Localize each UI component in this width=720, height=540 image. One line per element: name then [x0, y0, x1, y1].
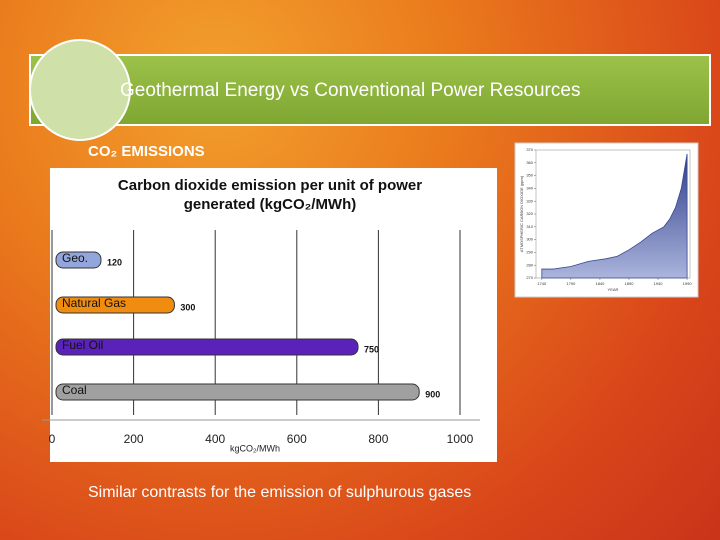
x-tick-label: 800 [368, 432, 388, 446]
value-label: 300 [180, 302, 195, 312]
x-tick-label: 1790 [566, 281, 576, 286]
chart-panel [50, 168, 497, 462]
bar [55, 338, 359, 356]
category-label: Geo. [62, 251, 88, 265]
y-tick-label: 300 [526, 237, 533, 242]
y-tick-label: 280 [526, 262, 533, 267]
x-tick-label: 600 [287, 432, 307, 446]
chart-title: Carbon dioxide emission per unit of powe… [117, 177, 423, 213]
category-label: Natural Gas [62, 296, 126, 310]
x-tick-label: 200 [124, 432, 144, 446]
bar [55, 251, 102, 269]
bar [55, 383, 420, 401]
y-tick-label: 310 [526, 224, 533, 229]
value-label: 900 [425, 389, 440, 399]
x-tick-label: 400 [205, 432, 225, 446]
y-axis-label: ATMOSPHERIC CARBON DIOXIDE (ppm) [519, 175, 524, 252]
y-tick-label: 370 [526, 147, 533, 152]
value-label: 120 [107, 257, 122, 267]
title-circle [29, 39, 131, 141]
bar [55, 296, 175, 314]
y-tick-label: 290 [526, 249, 533, 254]
title-bar [29, 54, 711, 126]
y-tick-label: 330 [526, 198, 533, 203]
x-tick-label: 1000 [447, 432, 474, 446]
category-label: Fuel Oil [62, 338, 103, 352]
x-tick-label: 1940 [654, 281, 664, 286]
y-tick-label: 350 [526, 173, 533, 178]
x-axis-label: YEAR [608, 287, 619, 292]
area [541, 153, 688, 279]
y-tick-label: 270 [526, 275, 533, 280]
x-tick-label: 0 [49, 432, 56, 446]
x-tick-label: 1890 [625, 281, 635, 286]
x-tick-label: 1990 [683, 281, 693, 286]
value-label: 750 [364, 344, 379, 354]
slide-title: Geothermal Energy vs Conventional Power … [120, 80, 580, 101]
x-tick-label: 1740 [537, 281, 547, 286]
y-tick-label: 360 [526, 160, 533, 165]
x-axis-label: kgCO₂/MWh [230, 443, 280, 453]
y-tick-label: 320 [526, 211, 533, 216]
y-tick-label: 340 [526, 185, 533, 190]
section-heading: CO₂ EMISSIONS [88, 143, 205, 160]
x-tick-label: 1840 [595, 281, 605, 286]
footer-text: Similar contrasts for the emission of su… [88, 484, 471, 501]
category-label: Coal [62, 383, 87, 397]
